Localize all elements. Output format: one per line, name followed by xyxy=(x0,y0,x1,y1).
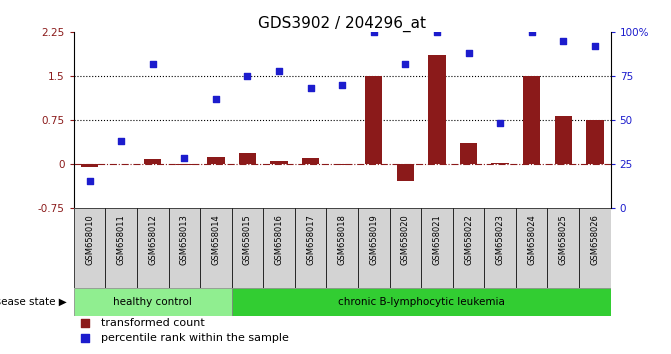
Bar xyxy=(365,76,382,164)
Bar xyxy=(105,208,137,288)
Point xyxy=(526,29,537,35)
Text: GSM658015: GSM658015 xyxy=(243,214,252,265)
Bar xyxy=(554,116,572,164)
Bar xyxy=(428,55,446,164)
Point xyxy=(337,82,348,87)
Text: GSM658025: GSM658025 xyxy=(559,214,568,265)
Point xyxy=(305,85,316,91)
Text: GSM658021: GSM658021 xyxy=(432,214,442,265)
Bar xyxy=(176,164,193,165)
Bar xyxy=(333,164,351,165)
Text: GSM658022: GSM658022 xyxy=(464,214,473,265)
Point xyxy=(148,61,158,66)
Point xyxy=(242,73,253,79)
Text: GSM658014: GSM658014 xyxy=(211,214,220,265)
Bar xyxy=(168,208,200,288)
Point xyxy=(368,29,379,35)
Point xyxy=(116,138,127,144)
Text: GSM658024: GSM658024 xyxy=(527,214,536,265)
Bar xyxy=(397,164,414,181)
Text: GSM658020: GSM658020 xyxy=(401,214,410,265)
Bar xyxy=(516,208,548,288)
Point xyxy=(431,29,442,35)
Bar xyxy=(302,158,319,164)
Point xyxy=(274,68,285,73)
Bar xyxy=(231,208,263,288)
Bar xyxy=(295,208,326,288)
Bar xyxy=(207,157,225,164)
Text: GSM658018: GSM658018 xyxy=(338,214,347,265)
Text: GSM658017: GSM658017 xyxy=(306,214,315,265)
Bar xyxy=(421,208,453,288)
Bar xyxy=(326,208,358,288)
Bar xyxy=(390,208,421,288)
Bar xyxy=(144,159,162,164)
Text: GSM658016: GSM658016 xyxy=(274,214,284,265)
Point xyxy=(211,96,221,102)
Bar xyxy=(239,153,256,164)
Text: disease state ▶: disease state ▶ xyxy=(0,297,67,307)
Point xyxy=(589,43,600,49)
Bar xyxy=(74,288,231,316)
Text: GSM658010: GSM658010 xyxy=(85,214,94,265)
Bar xyxy=(358,208,390,288)
Point xyxy=(495,120,505,126)
Text: GSM658012: GSM658012 xyxy=(148,214,157,265)
Bar xyxy=(523,76,540,164)
Point xyxy=(79,335,90,341)
Point xyxy=(79,320,90,325)
Bar xyxy=(586,120,603,164)
Point xyxy=(85,178,95,184)
Point xyxy=(463,50,474,56)
Text: GSM658013: GSM658013 xyxy=(180,214,189,265)
Bar xyxy=(491,162,509,164)
Bar xyxy=(231,288,611,316)
Text: GSM658026: GSM658026 xyxy=(590,214,599,265)
Text: healthy control: healthy control xyxy=(113,297,192,307)
Point xyxy=(179,156,190,161)
Bar xyxy=(579,208,611,288)
Title: GDS3902 / 204296_at: GDS3902 / 204296_at xyxy=(258,16,426,32)
Bar xyxy=(270,161,288,164)
Bar xyxy=(74,208,105,288)
Point xyxy=(400,61,411,66)
Text: GSM658019: GSM658019 xyxy=(369,214,378,265)
Text: GSM658011: GSM658011 xyxy=(117,214,125,265)
Bar xyxy=(453,208,484,288)
Bar xyxy=(263,208,295,288)
Text: GSM658023: GSM658023 xyxy=(496,214,505,265)
Bar xyxy=(81,164,98,167)
Text: percentile rank within the sample: percentile rank within the sample xyxy=(101,333,289,343)
Point xyxy=(558,38,568,44)
Bar xyxy=(460,143,477,164)
Bar xyxy=(548,208,579,288)
Text: chronic B-lymphocytic leukemia: chronic B-lymphocytic leukemia xyxy=(338,297,505,307)
Bar xyxy=(200,208,231,288)
Text: transformed count: transformed count xyxy=(101,318,205,328)
Bar xyxy=(484,208,516,288)
Bar xyxy=(137,208,168,288)
